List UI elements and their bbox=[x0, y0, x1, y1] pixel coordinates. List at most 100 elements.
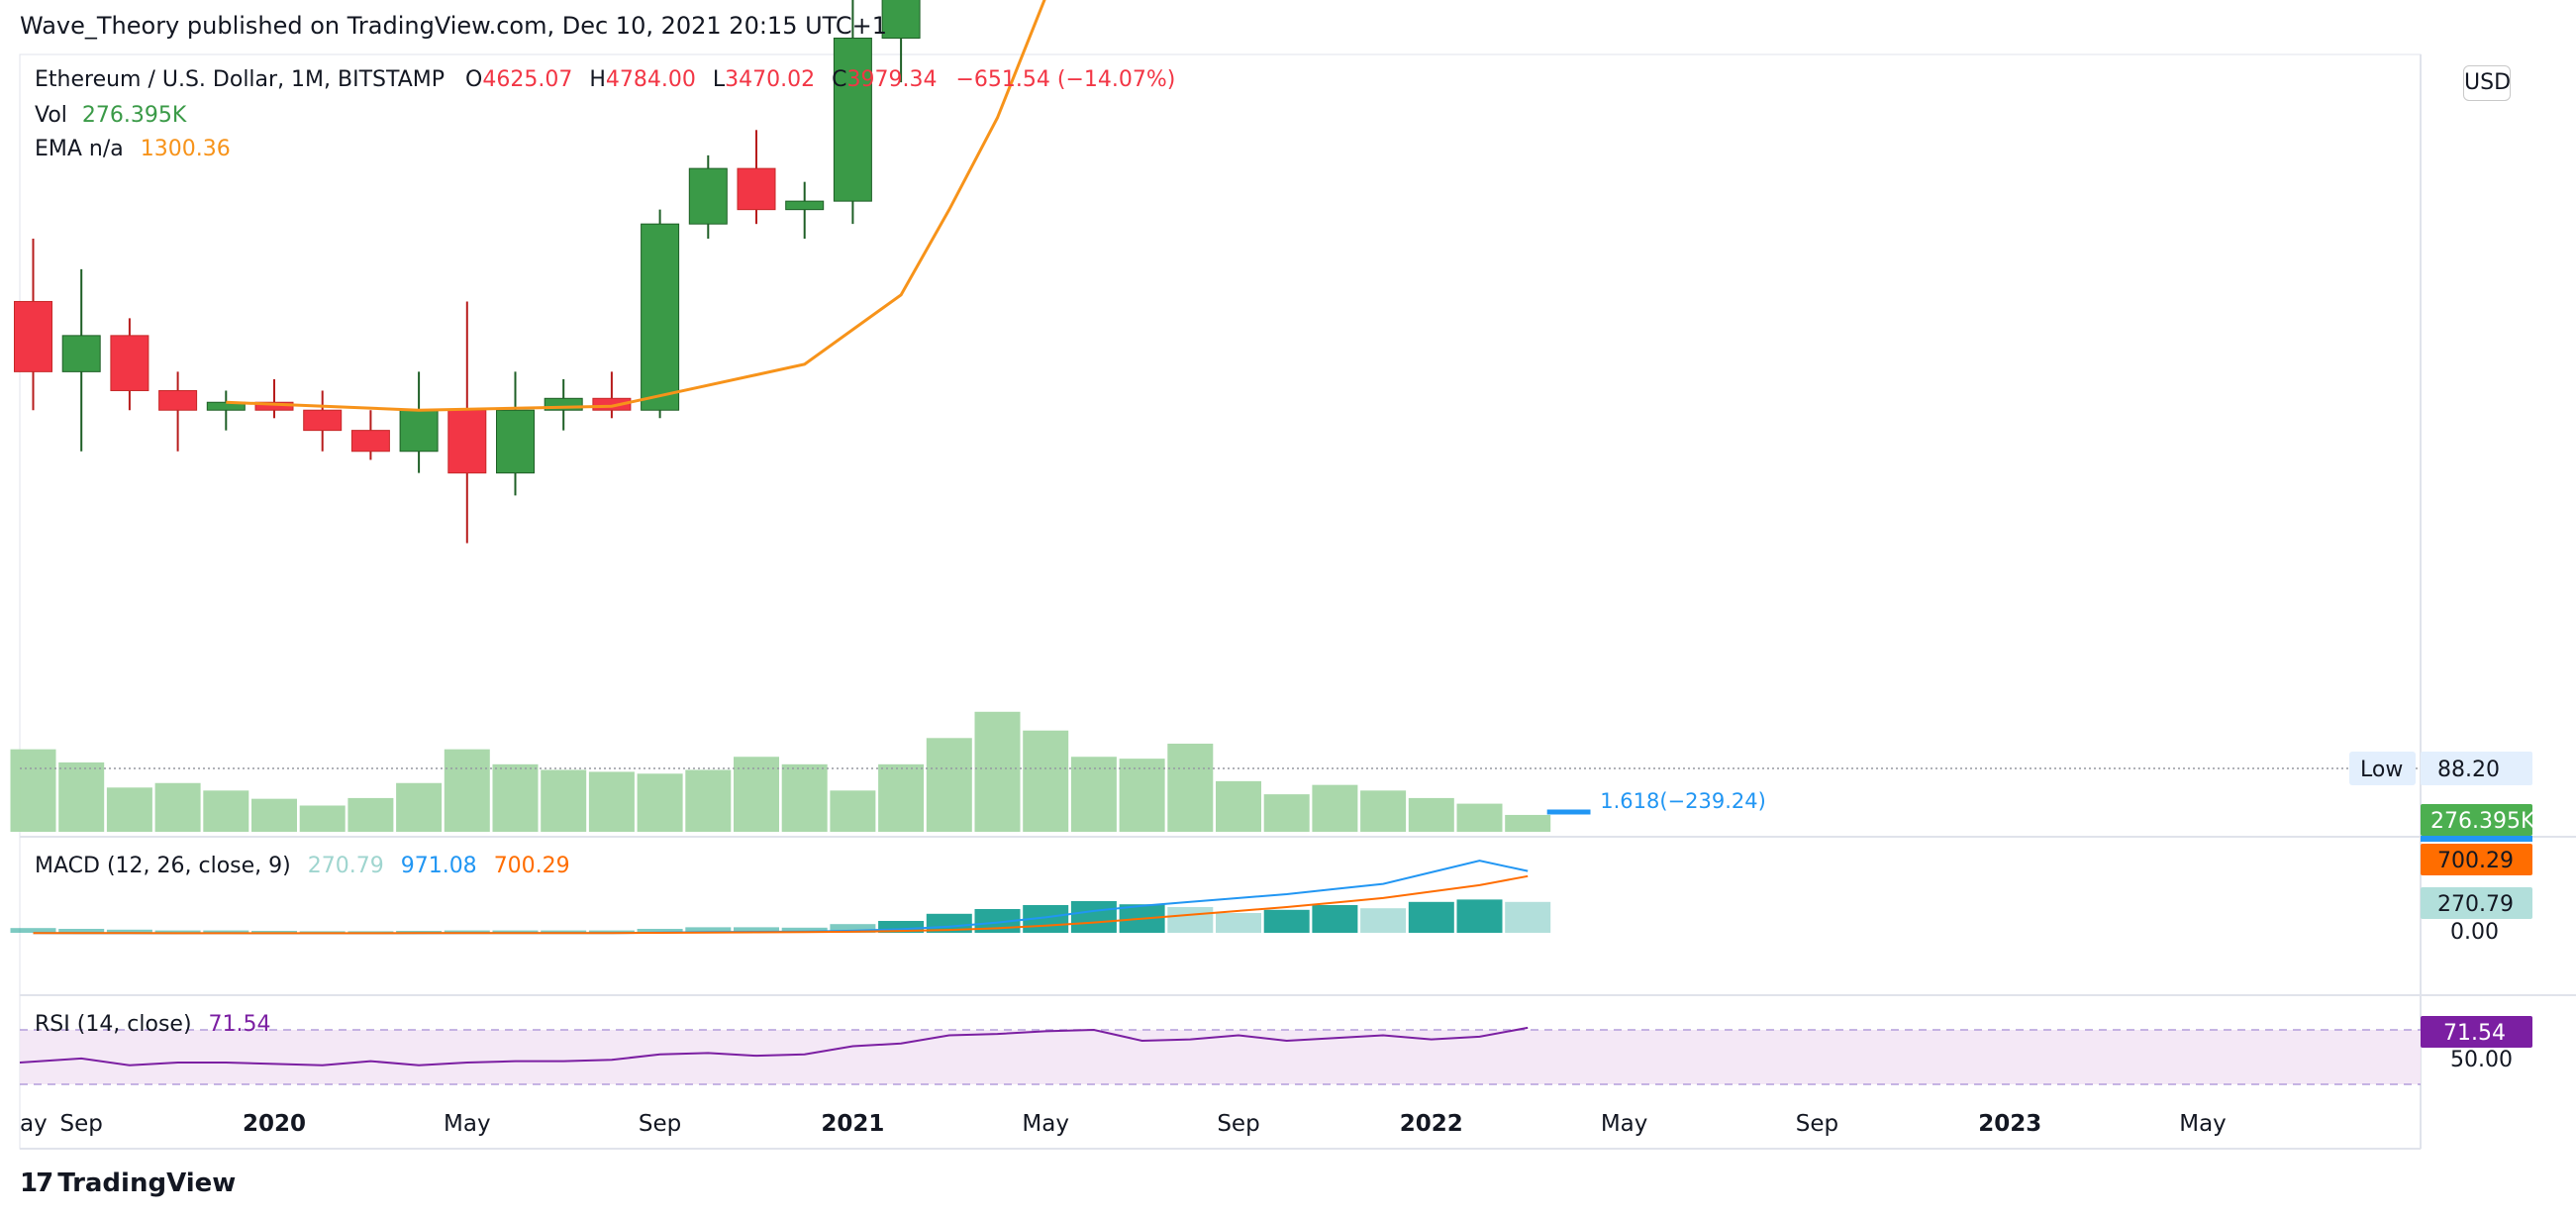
volume-bar bbox=[1023, 730, 1069, 832]
volume-bar bbox=[347, 797, 394, 832]
candle-body bbox=[785, 200, 825, 211]
candle-body bbox=[688, 167, 728, 225]
time-axis-tick: May bbox=[1601, 1111, 1648, 1137]
macd-histogram-bar bbox=[588, 930, 635, 933]
macd-histogram-bar bbox=[1216, 913, 1261, 933]
symbol-name: Ethereum / U.S. Dollar, 1M, BITSTAMP bbox=[35, 67, 446, 92]
volume-bar bbox=[203, 790, 249, 832]
volume-bar bbox=[1456, 803, 1503, 832]
candle-body bbox=[447, 409, 487, 474]
volume-bar bbox=[251, 798, 297, 832]
volume-bar bbox=[1408, 797, 1454, 832]
time-axis-tick: ay bbox=[20, 1111, 48, 1137]
rsi-tick: 50.00 bbox=[2450, 1048, 2513, 1072]
time-axis-tick: May bbox=[444, 1111, 491, 1137]
macd-histogram-bar bbox=[1408, 901, 1454, 933]
macd-histogram-bar bbox=[396, 931, 443, 933]
ema-line bbox=[226, 0, 1046, 412]
rsi-legend: RSI (14, close) 71.54 bbox=[35, 1012, 271, 1037]
volume-bar bbox=[734, 757, 779, 832]
fib-volume-label: 1.618(−239.24) bbox=[1600, 789, 1766, 813]
volume-bar bbox=[106, 787, 152, 832]
macd-hist-badge bbox=[2421, 887, 2532, 919]
plain-label-box bbox=[2349, 752, 2416, 785]
change-value: −651.54 (−14.07%) bbox=[955, 67, 1176, 92]
open-value: 4625.07 bbox=[482, 67, 573, 92]
time-axis-tick: Sep bbox=[60, 1111, 103, 1137]
candle-body bbox=[399, 409, 439, 453]
volume-bar bbox=[830, 790, 876, 832]
volume-bar bbox=[878, 763, 925, 832]
time-axis-tick: 2020 bbox=[243, 1111, 306, 1137]
time-axis-tick: Sep bbox=[639, 1111, 681, 1137]
macd-histogram-bar bbox=[1070, 901, 1117, 933]
macd-histogram-bar bbox=[299, 931, 346, 933]
volume-bar bbox=[1119, 759, 1165, 832]
volume-bar bbox=[1070, 757, 1117, 832]
volume-bar bbox=[396, 782, 443, 832]
macd-signal-line bbox=[33, 874, 1529, 935]
macd-histogram-bar bbox=[1312, 905, 1358, 933]
macd-line-badge bbox=[2421, 836, 2532, 842]
rsi-badge bbox=[2421, 1016, 2532, 1048]
rsi-line bbox=[19, 1026, 1529, 1066]
macd-histogram-bar bbox=[203, 930, 249, 933]
macd-histogram-bar bbox=[1456, 899, 1503, 933]
macd-histogram-bar bbox=[541, 930, 587, 933]
volume-badge-value: 276.395K bbox=[2430, 809, 2535, 834]
low-value: 3470.02 bbox=[725, 67, 816, 92]
tradingview-logo-mark: 17 bbox=[20, 1168, 53, 1198]
volume-bar bbox=[637, 773, 683, 832]
ema-label: EMA n/a bbox=[35, 137, 124, 161]
tradingview-logo[interactable]: 17 TradingView bbox=[20, 1168, 236, 1198]
candle-body bbox=[350, 430, 390, 453]
macd-histogram-bar bbox=[10, 928, 56, 933]
candle-body bbox=[110, 335, 149, 391]
candle-body bbox=[303, 409, 343, 432]
price-label-box bbox=[2421, 752, 2532, 785]
time-axis-tick: 2023 bbox=[1978, 1111, 2041, 1137]
volume-bar bbox=[926, 738, 972, 832]
time-axis-tick: 2021 bbox=[821, 1111, 884, 1137]
volume-legend: Vol 276.395K bbox=[35, 103, 186, 128]
macd-histogram-bar bbox=[781, 927, 828, 933]
volume-bar bbox=[685, 769, 732, 832]
macd-histogram-bar bbox=[154, 930, 201, 933]
volume-bar bbox=[154, 782, 201, 832]
symbol-legend: Ethereum / U.S. Dollar, 1M, BITSTAMP O46… bbox=[35, 67, 1175, 92]
rsi-value: 71.54 bbox=[208, 1012, 271, 1037]
volume-bar bbox=[1216, 780, 1261, 832]
volume-bar bbox=[1167, 743, 1214, 832]
price-label-value: 88.20 bbox=[2437, 758, 2500, 782]
rsi-band bbox=[20, 1030, 2421, 1084]
currency-button[interactable]: USD bbox=[2463, 65, 2511, 101]
macd-histogram-bar bbox=[1167, 907, 1214, 933]
macd-histogram-bar bbox=[58, 929, 105, 933]
macd-signal-badge-value: 700.29 bbox=[2437, 849, 2514, 873]
volume-label: Vol bbox=[35, 103, 67, 128]
volume-bar bbox=[541, 769, 587, 832]
candle-body bbox=[61, 335, 101, 372]
macd-line-value: 971.08 bbox=[400, 854, 477, 878]
candle-body bbox=[833, 37, 872, 202]
low-label: L bbox=[712, 67, 726, 92]
high-value: 4784.00 bbox=[605, 67, 696, 92]
macd-hist-badge-value: 270.79 bbox=[2437, 892, 2514, 917]
macd-signal-value: 700.29 bbox=[493, 854, 570, 878]
time-axis-tick: Sep bbox=[1796, 1111, 1838, 1137]
time-axis-tick: May bbox=[1022, 1111, 1069, 1137]
candle-body bbox=[641, 223, 680, 411]
volume-bar bbox=[444, 749, 490, 832]
volume-badge-box bbox=[2421, 804, 2532, 836]
macd-histogram-bar bbox=[1505, 901, 1551, 933]
close-label: C bbox=[832, 67, 847, 92]
volume-bar bbox=[588, 771, 635, 832]
plain-label-text: Low bbox=[2360, 758, 2403, 782]
volume-bar bbox=[1263, 794, 1310, 832]
high-label: H bbox=[589, 67, 606, 92]
volume-bar bbox=[1312, 784, 1358, 832]
rsi-badge-value: 71.54 bbox=[2443, 1021, 2506, 1046]
volume-bar bbox=[1505, 814, 1551, 832]
